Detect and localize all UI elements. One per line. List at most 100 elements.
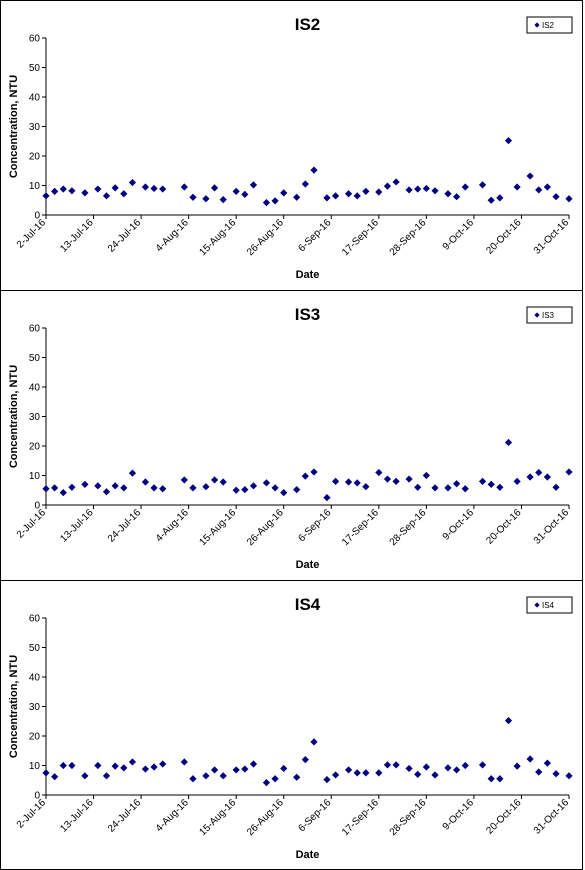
data-point bbox=[249, 181, 258, 189]
y-tick-label: 0 bbox=[34, 791, 40, 802]
data-point bbox=[414, 185, 422, 193]
x-tick-label: 24-Jul-16 bbox=[106, 797, 144, 835]
data-point bbox=[42, 192, 50, 200]
x-tick-label: 15-Aug-16 bbox=[198, 797, 239, 838]
data-point bbox=[323, 776, 331, 784]
x-tick-label: 31-Oct-16 bbox=[532, 797, 572, 837]
x-tick-label: 28-Sep-16 bbox=[388, 797, 429, 838]
data-point bbox=[543, 473, 551, 481]
x-tick-label: 24-Jul-16 bbox=[106, 507, 144, 545]
data-point bbox=[422, 763, 430, 771]
data-point bbox=[353, 769, 361, 777]
y-tick-label: 10 bbox=[29, 761, 41, 772]
chart-panel-is3: IS3 0 10 20 30 40 50 60 2-Jul-16 13-Jul-16 24-Jul-… bbox=[0, 290, 583, 581]
chart-svg: IS4 0 10 20 30 40 50 60 2-Jul-16 13-Jul-16 24-Jul-… bbox=[8, 595, 573, 861]
x-tick-label: 15-Aug-16 bbox=[198, 217, 239, 258]
x-tick-label: 28-Sep-16 bbox=[388, 217, 429, 258]
data-point bbox=[392, 178, 400, 186]
legend-label: IS2 bbox=[542, 21, 555, 30]
data-point bbox=[478, 181, 487, 189]
data-point bbox=[431, 771, 439, 779]
data-point bbox=[565, 772, 573, 780]
x-tick-label: 31-Oct-16 bbox=[532, 217, 572, 257]
data-point bbox=[68, 761, 76, 770]
data-point bbox=[128, 469, 137, 477]
data-point bbox=[513, 183, 521, 191]
data-point bbox=[405, 764, 413, 773]
y-tick-label: 40 bbox=[29, 673, 41, 684]
data-point bbox=[543, 183, 551, 191]
data-point bbox=[159, 760, 167, 768]
y-tick-label: 30 bbox=[29, 702, 41, 713]
data-point bbox=[102, 772, 111, 780]
y-tick-label: 60 bbox=[29, 34, 41, 45]
data-point bbox=[241, 486, 249, 494]
y-axis-label: Concentration, NTU bbox=[8, 655, 20, 758]
data-point bbox=[42, 485, 50, 493]
x-tick-label: 31-Oct-16 bbox=[532, 507, 572, 547]
x-tick-label: 20-Oct-16 bbox=[484, 507, 524, 547]
data-point bbox=[310, 166, 318, 174]
x-tick-label: 9-Oct-16 bbox=[441, 797, 477, 833]
x-tick-label: 17-Sep-16 bbox=[340, 797, 381, 838]
data-point bbox=[262, 479, 271, 487]
data-point bbox=[59, 489, 67, 497]
x-tick-label: 2-Jul-16 bbox=[15, 507, 49, 541]
data-point bbox=[111, 762, 119, 770]
data-point bbox=[414, 770, 422, 778]
data-point bbox=[552, 483, 560, 491]
data-point bbox=[293, 193, 301, 201]
data-point bbox=[202, 772, 210, 780]
x-tick-label: 26-Aug-16 bbox=[245, 507, 286, 548]
data-point bbox=[513, 762, 521, 770]
x-tick-label: 28-Sep-16 bbox=[388, 507, 429, 548]
legend: IS3 bbox=[526, 306, 573, 324]
x-tick-label: 4-Aug-16 bbox=[154, 797, 191, 834]
data-point bbox=[487, 480, 495, 488]
data-point bbox=[102, 192, 111, 200]
data-point bbox=[111, 482, 119, 490]
data-point bbox=[51, 484, 59, 492]
y-tick-label: 50 bbox=[29, 63, 41, 74]
data-point bbox=[301, 756, 309, 764]
legend-box bbox=[526, 596, 573, 614]
data-point bbox=[331, 477, 340, 485]
chart-title: IS3 bbox=[295, 305, 321, 324]
data-point bbox=[189, 775, 197, 783]
data-point bbox=[383, 182, 392, 190]
y-tick-label: 50 bbox=[29, 643, 41, 654]
data-point bbox=[543, 759, 551, 767]
data-point bbox=[241, 765, 249, 773]
data-point bbox=[150, 763, 158, 771]
y-tick-label: 40 bbox=[29, 93, 41, 104]
data-point bbox=[189, 193, 197, 201]
legend-box bbox=[526, 16, 573, 34]
data-point bbox=[141, 765, 150, 773]
y-tick-label: 50 bbox=[29, 353, 41, 364]
x-tick-label: 24-Jul-16 bbox=[106, 217, 144, 255]
x-tick-label: 13-Jul-16 bbox=[58, 507, 96, 545]
data-point bbox=[375, 769, 383, 777]
data-point bbox=[159, 485, 167, 493]
data-point bbox=[271, 197, 279, 205]
x-tick-label: 4-Aug-16 bbox=[154, 217, 191, 254]
x-tick-label: 2-Jul-16 bbox=[15, 217, 49, 251]
data-point bbox=[120, 190, 128, 198]
data-point bbox=[94, 482, 102, 490]
data-point bbox=[487, 196, 495, 204]
data-point bbox=[310, 738, 318, 746]
data-point bbox=[478, 761, 487, 769]
x-tick-label: 4-Aug-16 bbox=[154, 507, 191, 544]
legend: IS4 bbox=[526, 596, 573, 614]
data-point bbox=[453, 766, 461, 774]
y-tick-label: 60 bbox=[29, 324, 41, 335]
data-point bbox=[422, 184, 430, 193]
y-tick-label: 30 bbox=[29, 412, 41, 423]
data-point bbox=[293, 773, 301, 781]
data-point bbox=[293, 486, 301, 494]
data-point bbox=[68, 187, 76, 195]
data-point bbox=[271, 775, 279, 783]
y-tick-label: 0 bbox=[34, 211, 40, 222]
data-point bbox=[232, 766, 240, 774]
data-point bbox=[526, 473, 534, 481]
